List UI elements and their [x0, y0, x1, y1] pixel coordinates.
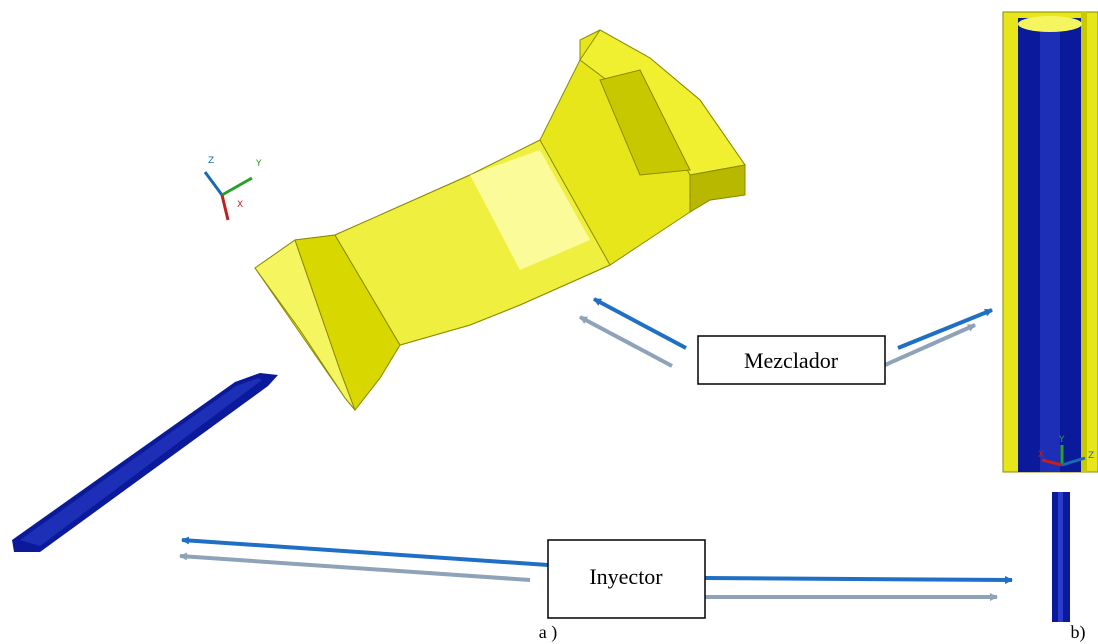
- figure: Z Y X Y Z X Mezclador Inyector a ) b: [0, 0, 1098, 644]
- axis-label: Z: [208, 156, 214, 166]
- axis-icon-left: Z Y X: [205, 156, 262, 220]
- mixer-b: [1003, 12, 1098, 472]
- label: Inyector: [589, 564, 663, 589]
- injector-b: [1052, 492, 1070, 622]
- panel-label: a ): [539, 622, 557, 643]
- panel-label: b): [1071, 622, 1086, 643]
- axis-label: X: [237, 200, 243, 210]
- axis-label: X: [1038, 450, 1044, 460]
- axis-label: Y: [255, 159, 262, 169]
- mixer-a: [255, 30, 745, 410]
- axis-label: Z: [1088, 451, 1094, 461]
- label: Mezclador: [744, 348, 839, 373]
- axis-label: Y: [1058, 435, 1065, 445]
- injector-a: [12, 373, 278, 552]
